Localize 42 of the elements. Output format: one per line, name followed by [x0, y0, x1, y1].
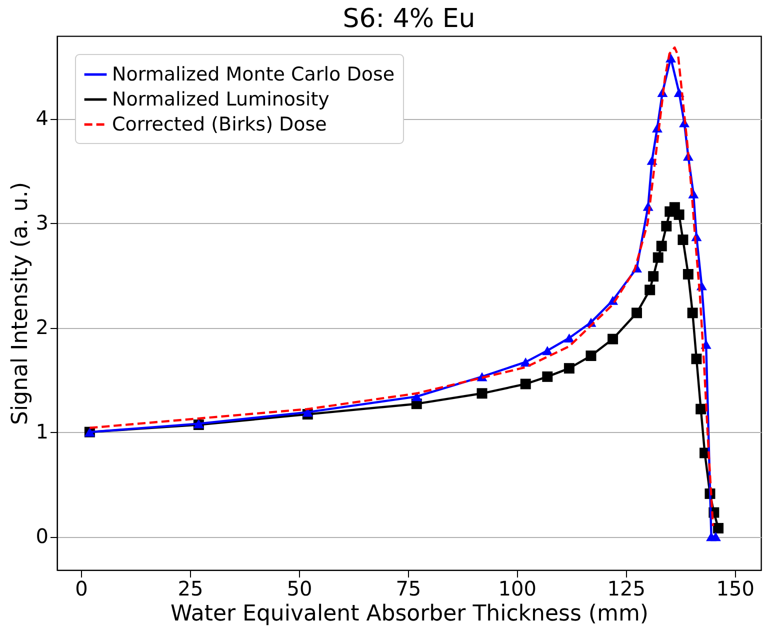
point	[674, 209, 684, 220]
point	[652, 252, 664, 263]
point	[682, 269, 694, 280]
y-tick-label: 3	[36, 210, 48, 235]
point	[520, 358, 531, 367]
x-tick-label: 0	[75, 576, 88, 600]
point	[586, 350, 596, 362]
point	[696, 404, 706, 414]
point	[648, 271, 659, 282]
point	[710, 532, 721, 542]
y-axis-title: Signal Intensity (a. u.)	[8, 182, 33, 425]
x-axis-title: Water Equivalent Absorber Thickness (mm)	[170, 602, 648, 626]
y-tick-label: 4	[36, 106, 48, 130]
y-tick-label: 2	[36, 315, 48, 340]
point	[520, 378, 531, 390]
legend-label: Normalized Luminosity	[112, 88, 330, 110]
point	[713, 522, 724, 534]
legend-label: Corrected (Birks) Dose	[112, 114, 327, 136]
point	[476, 388, 488, 399]
point	[691, 354, 702, 364]
x-tick-label: 25	[178, 576, 204, 600]
y-tick-label: 1	[36, 420, 48, 444]
point	[678, 234, 688, 246]
point	[656, 240, 667, 252]
point	[608, 334, 618, 344]
chart-title: S6: 4% Eu	[342, 4, 476, 34]
point	[632, 308, 642, 318]
x-tick-label: 50	[286, 576, 312, 600]
point	[644, 284, 656, 296]
x-tick-label: 125	[607, 576, 646, 600]
x-tick-label: 75	[396, 576, 422, 600]
point	[564, 363, 574, 374]
legend-label: Normalized Monte Carlo Dose	[112, 64, 395, 86]
point	[661, 220, 672, 232]
x-tick-label: 100	[498, 576, 536, 600]
x-tick-label: 150	[716, 576, 754, 600]
point	[687, 308, 698, 318]
point	[564, 333, 574, 343]
point	[411, 392, 422, 402]
point	[542, 346, 553, 356]
point	[542, 371, 553, 382]
y-tick-label: 0	[36, 524, 48, 548]
